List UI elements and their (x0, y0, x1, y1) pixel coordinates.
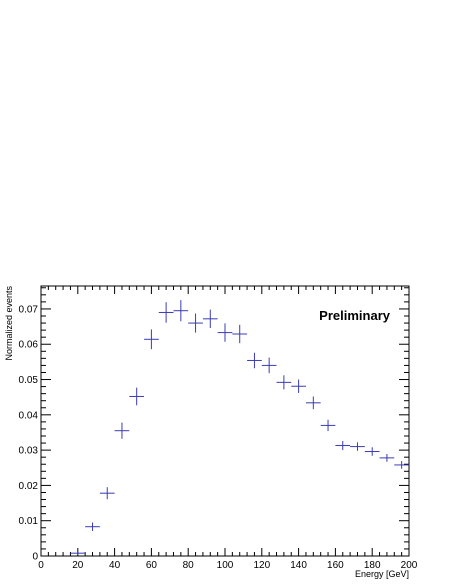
x-tick-label: 40 (109, 560, 121, 571)
data-point (379, 454, 395, 462)
data-point (217, 323, 233, 342)
data-point (261, 357, 277, 374)
data-point (173, 300, 189, 322)
y-axis-title: Normalized events (4, 286, 14, 361)
x-tick-label: 160 (327, 560, 344, 571)
data-point (335, 440, 351, 451)
y-tick-label: 0.05 (19, 375, 39, 386)
x-tick-label: 180 (364, 560, 381, 571)
data-point (99, 487, 115, 500)
y-tick-label: 0.06 (19, 340, 39, 351)
data-point (291, 379, 306, 393)
x-axis-title: Energy [GeV] (355, 569, 409, 579)
y-tick-label: 0.01 (19, 516, 39, 527)
x-tick-label: 120 (253, 560, 270, 571)
data-point (394, 461, 409, 469)
data-point (188, 313, 203, 333)
y-tick-label: 0.03 (19, 446, 39, 457)
x-tick-label: 60 (146, 560, 158, 571)
axis-ticks (40, 286, 410, 557)
data-point (320, 419, 336, 432)
data-point (232, 324, 248, 344)
data-point (305, 396, 321, 410)
data-point (247, 352, 262, 369)
x-tick-label: 100 (217, 560, 234, 571)
x-tick-label: 200 (401, 560, 418, 571)
x-tick-label: 80 (183, 560, 195, 571)
y-tick-label: 0.02 (19, 481, 39, 492)
data-point (158, 302, 174, 323)
data-point (129, 387, 145, 406)
data-point (70, 551, 86, 555)
data-point (144, 329, 159, 350)
data-point (276, 375, 292, 390)
x-tick-label: 20 (72, 560, 84, 571)
tick-labels: 0 20 40 60 80 100 120 140 160 180 200 0 0.01 0.02 0.03… (19, 304, 418, 571)
y-tick-label: 0 (32, 552, 38, 563)
x-tick-label: 0 (38, 560, 44, 571)
y-tick-label: 0.04 (19, 410, 39, 421)
data-point (114, 422, 130, 439)
data-point (350, 442, 365, 451)
preliminary-label: Preliminary (319, 308, 391, 323)
data-point (202, 309, 218, 328)
data-point (364, 447, 380, 456)
data-points (70, 300, 409, 555)
x-tick-label: 140 (290, 560, 307, 571)
data-point (85, 522, 100, 531)
y-tick-label: 0.07 (19, 304, 39, 315)
